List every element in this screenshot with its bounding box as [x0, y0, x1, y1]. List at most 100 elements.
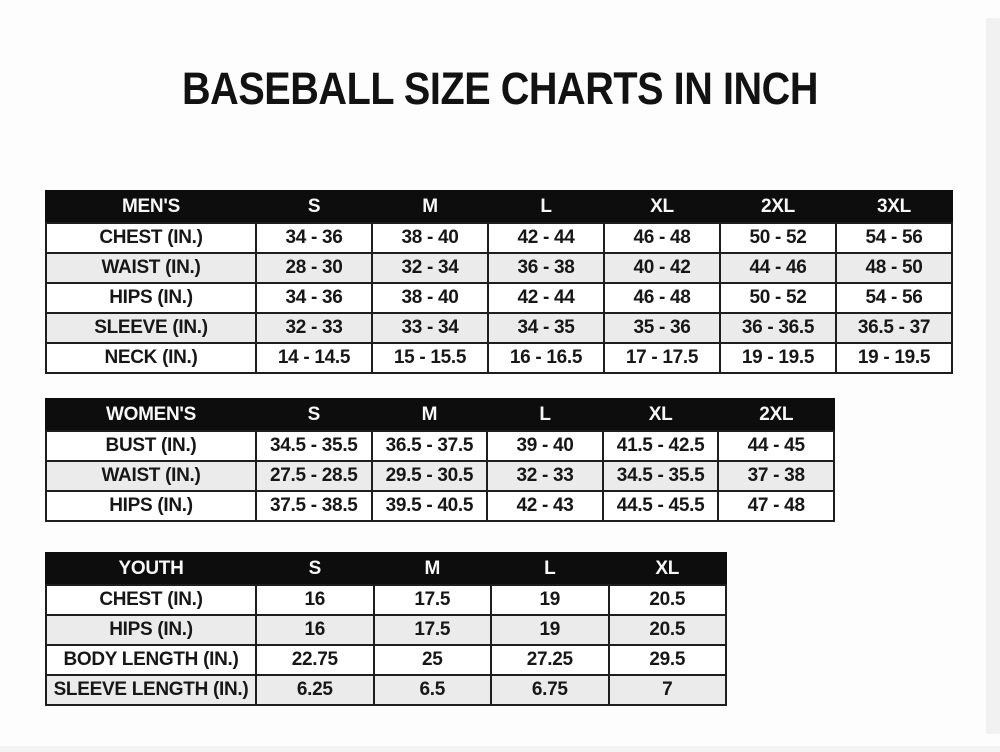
size-value-cell: 17.5: [372, 614, 492, 646]
size-value-cell: 37 - 38: [717, 460, 835, 492]
size-value-cell: 27.5 - 28.5: [255, 460, 373, 492]
size-value-cell: 17 - 17.5: [603, 342, 721, 374]
size-value-cell: 19: [490, 584, 610, 616]
row-label-cell: BUST (IN.): [45, 430, 257, 462]
size-value-cell: 16 - 16.5: [487, 342, 605, 374]
header-row: WOMEN'S S M L XL 2XL: [45, 398, 835, 432]
size-value-cell: 39 - 40: [486, 430, 604, 462]
size-value-cell: 15 - 15.5: [371, 342, 489, 374]
table-row: NECK (IN.) 14 - 14.5 15 - 15.5 16 - 16.5 17 …: [45, 342, 953, 374]
size-value-cell: 34.5 - 35.5: [255, 430, 373, 462]
row-label-cell: CHEST (IN.): [45, 222, 257, 254]
size-value-cell: 19 - 19.5: [835, 342, 953, 374]
header-row: YOUTH S M L XL: [45, 552, 727, 586]
size-value-cell: 54 - 56: [835, 222, 953, 254]
size-value-cell: 32 - 34: [371, 252, 489, 284]
row-label-cell: CHEST (IN.): [45, 584, 257, 616]
size-header-cell: XL: [607, 552, 727, 586]
row-label-cell: WAIST (IN.): [45, 460, 257, 492]
size-header-cell: M: [371, 190, 489, 224]
size-value-cell: 41.5 - 42.5: [601, 430, 720, 462]
size-value-cell: 14 - 14.5: [255, 342, 373, 374]
size-value-cell: 42 - 43: [486, 490, 604, 522]
size-value-cell: 46 - 48: [603, 282, 721, 314]
size-value-cell: 44 - 46: [719, 252, 837, 284]
size-value-cell: 29.5 - 30.5: [370, 460, 489, 492]
size-value-cell: 28 - 30: [255, 252, 373, 284]
size-value-cell: 32 - 33: [486, 460, 604, 492]
size-value-cell: 32 - 33: [255, 312, 373, 344]
size-header-cell: 2XL: [719, 190, 837, 224]
size-value-cell: 37.5 - 38.5: [255, 490, 373, 522]
size-value-cell: 20.5: [607, 614, 727, 646]
row-label-cell: HIPS (IN.): [45, 282, 257, 314]
size-value-cell: 22.75: [255, 644, 375, 676]
size-value-cell: 44 - 45: [717, 430, 835, 462]
size-value-cell: 20.5: [607, 584, 727, 616]
size-header-cell: L: [487, 190, 605, 224]
youth-size-table: YOUTH S M L XL CHEST (IN.) 16 17.5 19 20.5 HIPS (I…: [45, 552, 727, 706]
size-value-cell: 29.5: [607, 644, 727, 676]
header-row: MEN'S S M L XL 2XL 3XL: [45, 190, 953, 224]
size-value-cell: 36.5 - 37.5: [370, 430, 489, 462]
size-value-cell: 38 - 40: [371, 222, 489, 254]
table-row: HIPS (IN.) 37.5 - 38.5 39.5 - 40.5 42 - 43 4…: [45, 490, 835, 522]
size-value-cell: 36 - 36.5: [719, 312, 837, 344]
table-row: WAIST (IN.) 27.5 - 28.5 29.5 - 30.5 32 - 33…: [45, 460, 835, 492]
size-value-cell: 50 - 52: [719, 222, 837, 254]
size-value-cell: 16: [255, 584, 375, 616]
row-label-cell: BODY LENGTH (IN.): [45, 644, 257, 676]
row-label-cell: HIPS (IN.): [45, 490, 257, 522]
size-value-cell: 6.75: [490, 674, 610, 706]
mens-size-table: MEN'S S M L XL 2XL 3XL CHEST (IN.) 34 - 36 38 - 4…: [45, 190, 953, 374]
table-row: SLEEVE LENGTH (IN.) 6.25 6.5 6.75 7: [45, 674, 727, 706]
row-label-cell: HIPS (IN.): [45, 614, 257, 646]
size-value-cell: 39.5 - 40.5: [370, 490, 489, 522]
size-value-cell: 50 - 52: [719, 282, 837, 314]
size-value-cell: 16: [255, 614, 375, 646]
size-value-cell: 34 - 35: [487, 312, 605, 344]
size-header-cell: M: [370, 398, 489, 432]
table-row: BUST (IN.) 34.5 - 35.5 36.5 - 37.5 39 - 40 4…: [45, 430, 835, 462]
table-title-cell: YOUTH: [45, 552, 257, 586]
size-value-cell: 40 - 42: [603, 252, 721, 284]
size-header-cell: L: [490, 552, 610, 586]
table-row: CHEST (IN.) 16 17.5 19 20.5: [45, 584, 727, 616]
scan-artifact-bottom: [0, 746, 1000, 752]
size-value-cell: 33 - 34: [371, 312, 489, 344]
table-row: WAIST (IN.) 28 - 30 32 - 34 36 - 38 40 - 42 4…: [45, 252, 953, 284]
size-value-cell: 34 - 36: [255, 282, 373, 314]
size-value-cell: 19: [490, 614, 610, 646]
scan-artifact-right: [986, 18, 1000, 734]
size-value-cell: 27.25: [490, 644, 610, 676]
size-header-cell: S: [255, 398, 373, 432]
size-header-cell: 2XL: [717, 398, 835, 432]
size-header-cell: L: [486, 398, 604, 432]
row-label-cell: WAIST (IN.): [45, 252, 257, 284]
size-value-cell: 38 - 40: [371, 282, 489, 314]
table-row: SLEEVE (IN.) 32 - 33 33 - 34 34 - 35 35 - 36…: [45, 312, 953, 344]
size-value-cell: 47 - 48: [717, 490, 835, 522]
size-value-cell: 44.5 - 45.5: [601, 490, 720, 522]
size-value-cell: 34.5 - 35.5: [601, 460, 720, 492]
table-row: CHEST (IN.) 34 - 36 38 - 40 42 - 44 46 - 48 5…: [45, 222, 953, 254]
row-label-cell: NECK (IN.): [45, 342, 257, 374]
size-value-cell: 17.5: [372, 584, 492, 616]
row-label-cell: SLEEVE (IN.): [45, 312, 257, 344]
page-title: BASEBALL SIZE CHARTS IN INCH: [182, 63, 818, 114]
size-value-cell: 54 - 56: [835, 282, 953, 314]
size-value-cell: 42 - 44: [487, 282, 605, 314]
size-header-cell: S: [255, 552, 375, 586]
size-value-cell: 36.5 - 37: [835, 312, 953, 344]
size-header-cell: XL: [601, 398, 720, 432]
row-label-cell: SLEEVE LENGTH (IN.): [45, 674, 257, 706]
size-header-cell: M: [372, 552, 492, 586]
size-value-cell: 6.5: [372, 674, 492, 706]
size-value-cell: 46 - 48: [603, 222, 721, 254]
size-header-cell: S: [255, 190, 373, 224]
size-header-cell: 3XL: [835, 190, 953, 224]
size-value-cell: 25: [372, 644, 492, 676]
size-value-cell: 42 - 44: [487, 222, 605, 254]
size-value-cell: 6.25: [255, 674, 375, 706]
